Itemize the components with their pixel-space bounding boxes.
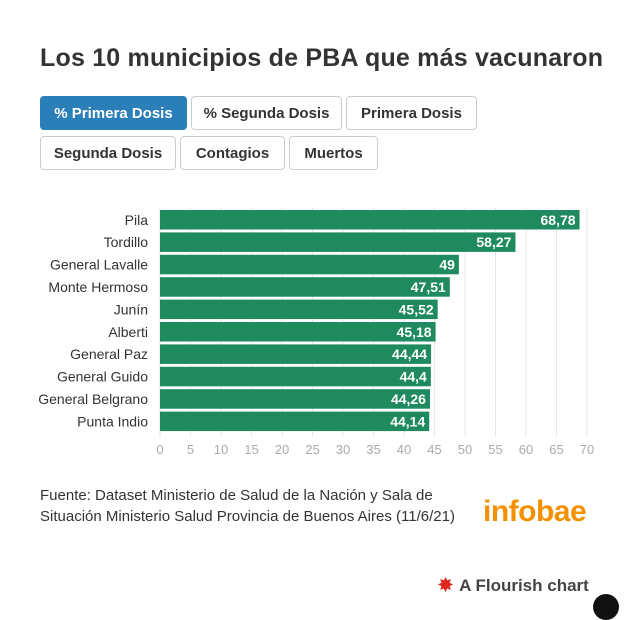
data-label: 45,18 [397,324,432,340]
x-tick-label: 55 [488,442,502,457]
category-label: Monte Hermoso [48,279,148,295]
data-label: 44,4 [400,369,427,385]
bar [160,366,431,387]
bar [160,277,450,297]
button-porcentaje-segunda-dosis[interactable]: % Segunda Dosis [191,96,342,130]
corner-circle-icon[interactable] [593,594,619,620]
x-tick-label: 60 [519,442,533,457]
x-tick-label: 15 [244,442,258,457]
data-label: 44,44 [392,346,427,362]
bar [160,322,436,342]
x-tick-label: 20 [275,442,289,457]
x-tick-label: 25 [305,442,319,457]
bar [160,254,459,275]
x-tick-label: 0 [156,442,163,457]
x-tick-label: 5 [187,442,194,457]
data-label: 47,51 [411,279,446,295]
x-tick-label: 30 [336,442,350,457]
bar [160,389,430,409]
category-label: General Guido [57,369,148,385]
flourish-credit[interactable]: ✸ A Flourish chart [438,575,589,596]
category-label: Tordillo [104,234,149,250]
x-tick-label: 50 [458,442,472,457]
bar [160,210,580,230]
data-label: 49 [439,257,455,273]
data-label: 44,26 [391,391,426,407]
category-label: Alberti [108,324,148,340]
data-label: 68,78 [541,212,576,228]
button-contagios[interactable]: Contagios [180,136,285,170]
source-note: Fuente: Dataset Ministerio de Salud de l… [40,487,455,525]
data-label: 58,27 [476,234,511,250]
x-tick-label: 35 [366,442,380,457]
button-porcentaje-primera-dosis[interactable]: % Primera Dosis [40,96,187,130]
button-segunda-dosis[interactable]: Segunda Dosis [40,136,176,170]
category-label: Junín [114,301,148,317]
button-primera-dosis[interactable]: Primera Dosis [346,96,477,130]
category-label: Punta Indio [77,413,148,429]
category-label: General Paz [70,346,148,362]
bar [160,299,438,320]
bar [160,232,516,252]
x-tick-label: 65 [549,442,563,457]
x-tick-label: 40 [397,442,411,457]
data-label: 44,14 [390,413,425,429]
x-tick-label: 45 [427,442,441,457]
button-muertos[interactable]: Muertos [289,136,378,170]
x-tick-label: 10 [214,442,228,457]
data-label: 45,52 [399,301,434,317]
x-tick-label: 70 [580,442,594,457]
category-label: General Lavalle [50,257,148,273]
bar [160,411,430,432]
infobae-logo: infobae [483,495,587,528]
flourish-credit-label: A Flourish chart [459,575,589,595]
category-label: General Belgrano [38,391,148,407]
bar-chart: 0 5 10 15 20 25 30 35 40 45 50 55 60 65 70 Pila 68,78 Tor… [38,208,594,457]
flourish-logo-icon: ✸ [438,575,454,595]
category-label: Pila [125,212,149,228]
chart-title: Los 10 municipios de PBA que más vacunar… [40,44,604,72]
bar [160,344,432,364]
